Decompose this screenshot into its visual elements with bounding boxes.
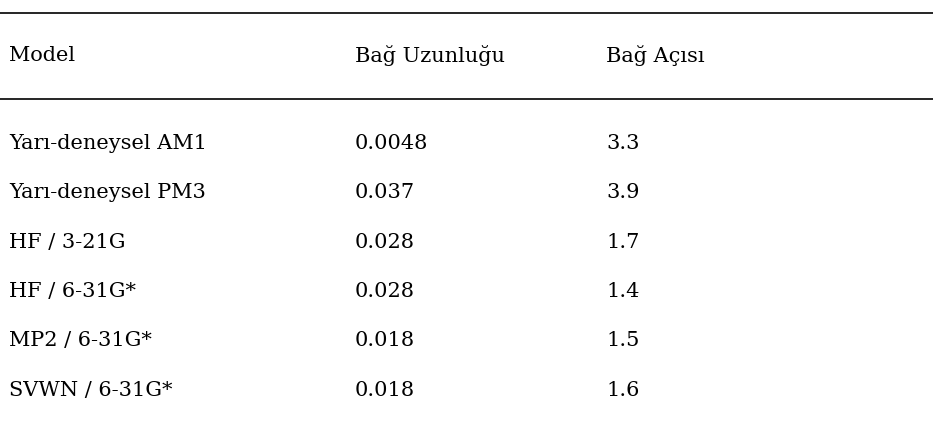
Text: Bağ Uzunluğu: Bağ Uzunluğu — [355, 45, 505, 66]
Text: Bağ Açısı: Bağ Açısı — [606, 45, 705, 66]
Text: HF / 3-21G: HF / 3-21G — [9, 232, 126, 252]
Text: HF / 6-31G*: HF / 6-31G* — [9, 282, 136, 301]
Text: 1.5: 1.5 — [606, 331, 640, 351]
Text: 1.7: 1.7 — [606, 232, 640, 252]
Text: 0.037: 0.037 — [355, 183, 414, 202]
Text: 0.028: 0.028 — [355, 282, 414, 301]
Text: 0.018: 0.018 — [355, 331, 414, 351]
Text: SVWN / 6-31G*: SVWN / 6-31G* — [9, 381, 173, 400]
Text: 0.028: 0.028 — [355, 232, 414, 252]
Text: 0.0048: 0.0048 — [355, 134, 428, 153]
Text: 3.9: 3.9 — [606, 183, 640, 202]
Text: Model: Model — [9, 45, 76, 65]
Text: MP2 / 6-31G*: MP2 / 6-31G* — [9, 331, 152, 351]
Text: 0.018: 0.018 — [355, 381, 414, 400]
Text: 3.3: 3.3 — [606, 134, 640, 153]
Text: Yarı-deneysel AM1: Yarı-deneysel AM1 — [9, 134, 207, 153]
Text: 1.4: 1.4 — [606, 282, 640, 301]
Text: Yarı-deneysel PM3: Yarı-deneysel PM3 — [9, 183, 206, 202]
Text: 1.6: 1.6 — [606, 381, 640, 400]
